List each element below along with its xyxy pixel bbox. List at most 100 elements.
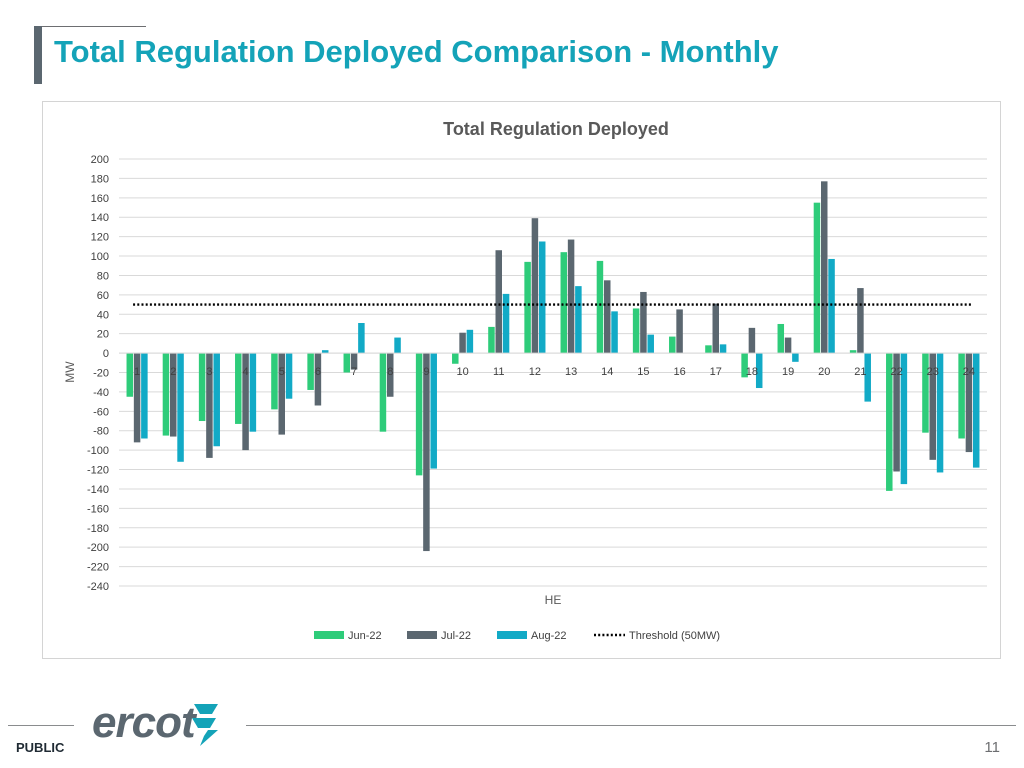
bar-jun-22: [235, 353, 242, 424]
bar-jul-22: [712, 303, 719, 354]
bar-jun-22: [777, 323, 785, 354]
bar-aug-22: [792, 353, 799, 362]
x-tick-label: 14: [601, 366, 613, 378]
bar-jun-22: [198, 353, 206, 422]
y-tick-label: -40: [93, 387, 109, 399]
bar-aug-22: [719, 344, 727, 354]
bar-aug-22: [358, 323, 365, 354]
y-tick-label: 0: [103, 348, 109, 360]
bar-jul-22: [893, 353, 900, 472]
bar-jun-22: [560, 252, 568, 354]
bar-jun-22: [741, 353, 748, 378]
legend-swatch: [314, 631, 344, 639]
bar-aug-22: [538, 241, 546, 354]
y-tick-label: -240: [87, 581, 109, 593]
bar-aug-22: [575, 286, 582, 354]
bar-aug-22: [430, 353, 437, 469]
x-tick-label: 18: [746, 366, 758, 378]
bar-jul-22: [133, 353, 141, 443]
bar-jun-22: [343, 353, 351, 373]
x-tick-label: 9: [423, 366, 429, 378]
bar-jun-22: [524, 261, 531, 354]
legend-swatch: [407, 631, 437, 639]
y-tick-label: 180: [91, 173, 109, 185]
legend-label: Jul-22: [441, 630, 471, 642]
x-tick-label: 17: [710, 366, 722, 378]
bar-jul-22: [676, 309, 683, 354]
bar-jul-22: [857, 288, 864, 354]
bar-aug-22: [177, 353, 184, 462]
footer-rule-right: [246, 725, 1016, 726]
bar-jun-22: [271, 353, 278, 410]
y-tick-label: -20: [93, 368, 109, 380]
bar-aug-22: [900, 353, 908, 485]
bar-jul-22: [423, 353, 430, 552]
y-tick-label: -140: [87, 484, 109, 496]
bar-jul-22: [965, 353, 973, 453]
bar-jun-22: [379, 353, 387, 432]
bar-jul-22: [640, 291, 647, 354]
bar-jul-22: [350, 353, 358, 370]
x-tick-label: 1: [134, 366, 140, 378]
footer-rule-left: [8, 725, 74, 726]
y-tick-label: 200: [91, 154, 109, 166]
bar-aug-22: [864, 353, 871, 402]
bar-aug-22: [249, 353, 257, 432]
bar-jun-22: [669, 336, 676, 354]
bar-aug-22: [828, 258, 835, 354]
bar-jun-22: [958, 353, 965, 439]
y-tick-label: 80: [97, 270, 109, 282]
bar-aug-22: [972, 353, 980, 468]
x-tick-label: 3: [206, 366, 212, 378]
bar-jul-22: [784, 337, 792, 354]
bar-jul-22: [821, 181, 828, 354]
slide-title: Total Regulation Deployed Comparison - M…: [54, 34, 779, 69]
x-tick-label: 13: [565, 366, 577, 378]
bar-aug-22: [285, 353, 293, 399]
bar-jul-22: [278, 353, 285, 435]
x-tick-label: 21: [854, 366, 866, 378]
bar-jul-22: [531, 218, 539, 354]
y-tick-label: 120: [91, 232, 109, 244]
chart-frame: -240 -220 -200 -180 -160 -140 -120 -100 -80 -60 -4…: [42, 101, 1001, 659]
bar-jul-22: [929, 353, 936, 460]
bar-jul-22: [604, 280, 611, 354]
bar-aug-22: [647, 334, 654, 354]
x-tick-label: 2: [170, 366, 176, 378]
x-tick-label: 7: [351, 366, 357, 378]
bar-aug-22: [321, 350, 329, 354]
x-tick-label: 23: [927, 366, 939, 378]
y-tick-label: 60: [97, 290, 109, 302]
title-accent-bar: [34, 26, 42, 84]
bar-jun-22: [162, 353, 170, 436]
bar-jun-22: [415, 353, 423, 476]
page-number: 11: [984, 739, 1000, 756]
y-tick-label: 20: [97, 329, 109, 341]
x-tick-label: 20: [818, 366, 830, 378]
bar-jun-22: [452, 353, 459, 364]
bar-jul-22: [242, 353, 249, 451]
ercot-bolt-icon: [192, 704, 218, 746]
y-tick-label: -120: [87, 465, 109, 477]
public-label: PUBLIC: [16, 740, 65, 755]
x-tick-label: 12: [529, 366, 541, 378]
bar-jul-22: [206, 353, 213, 458]
bar-aug-22: [141, 353, 148, 439]
legend-label: Jun-22: [348, 630, 382, 642]
x-tick-label: 8: [387, 366, 393, 378]
bar-jun-22: [488, 326, 495, 354]
x-tick-label: 10: [456, 366, 468, 378]
y-tick-label: -160: [87, 503, 109, 515]
title-top-rule: [34, 26, 146, 27]
x-tick-label: 22: [890, 366, 902, 378]
bar-aug-22: [611, 311, 618, 354]
bar-jun-22: [632, 308, 640, 354]
ercot-logo-text: ercot: [92, 698, 196, 747]
y-tick-label: -80: [93, 426, 109, 438]
y-tick-label: -180: [87, 523, 109, 535]
bar-jul-22: [314, 353, 322, 406]
y-tick-label: -60: [93, 406, 109, 418]
bar-jul-22: [567, 239, 575, 354]
bar-aug-22: [213, 353, 220, 447]
x-tick-label: 4: [243, 366, 249, 378]
